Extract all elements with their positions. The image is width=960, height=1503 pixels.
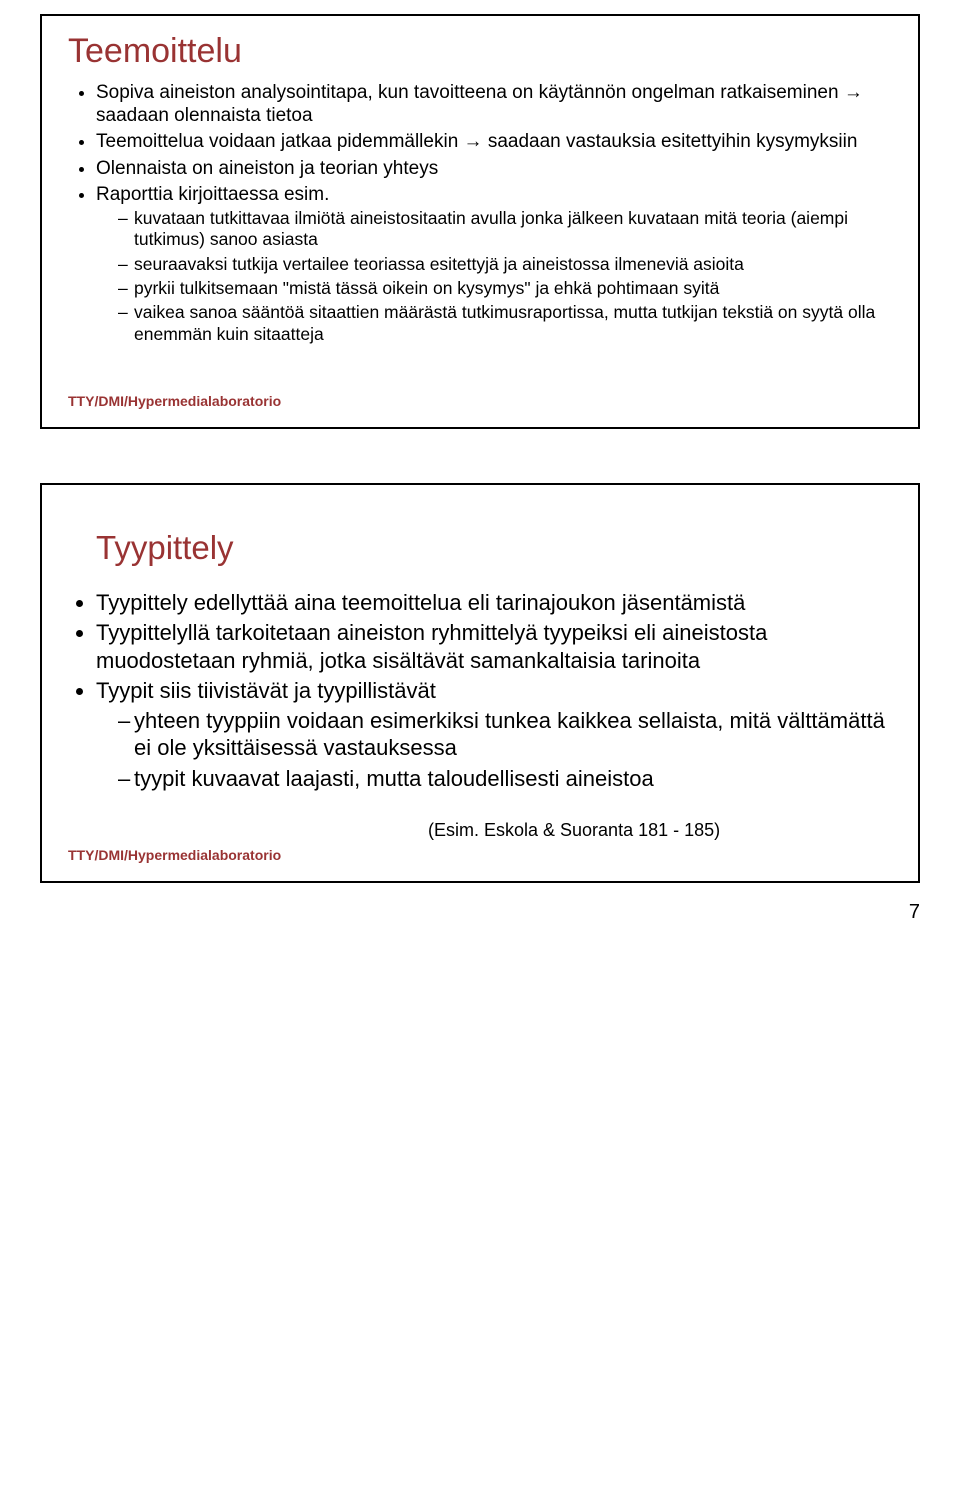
slide-title: Teemoittelu	[68, 32, 892, 71]
bullet-item: Tyypittely edellyttää aina teemoittelua …	[96, 589, 892, 617]
sub-bullet-item: tyypit kuvaavat laajasti, mutta taloudel…	[118, 765, 892, 793]
bullet-item: Tyypit siis tiivistävät ja tyypillistävä…	[96, 677, 892, 792]
slide-title: Tyypittely	[96, 529, 892, 567]
bullet-text: Tyypittelyllä tarkoitetaan aineiston ryh…	[96, 620, 767, 673]
bullet-text: saadaan olennaista tietoa	[96, 105, 313, 126]
slide-tyypittely: Tyypittely Tyypittely edellyttää aina te…	[40, 483, 920, 884]
arrow-icon: →	[844, 82, 863, 103]
arrow-icon: →	[464, 131, 483, 152]
bullet-text: Tyypittely edellyttää aina teemoittelua …	[96, 590, 745, 615]
bullet-item: Teemoittelua voidaan jatkaa pidemmälleki…	[96, 130, 892, 153]
sub-bullet-item: pyrkii tulkitsemaan "mistä tässä oikein …	[118, 278, 892, 299]
bullet-text: Olennaista on aineiston ja teorian yhtey…	[96, 158, 438, 179]
bullet-text: Teemoittelua voidaan jatkaa pidemmälleki…	[96, 131, 464, 152]
bullet-list: Tyypittely edellyttää aina teemoittelua …	[68, 589, 892, 793]
bullet-item: Olennaista on aineiston ja teorian yhtey…	[96, 157, 892, 180]
citation: (Esim. Eskola & Suoranta 181 - 185)	[428, 820, 892, 841]
slide-teemoittelu: Teemoittelu Sopiva aineiston analysointi…	[40, 14, 920, 429]
footer-label: TTY/DMI/Hypermedialaboratorio	[68, 847, 892, 863]
footer-label: TTY/DMI/Hypermedialaboratorio	[68, 393, 892, 409]
page-number: 7	[40, 901, 920, 924]
bullet-list: Sopiva aineiston analysointitapa, kun ta…	[68, 81, 892, 345]
bullet-item: Tyypittelyllä tarkoitetaan aineiston ryh…	[96, 619, 892, 674]
bullet-text: Sopiva aineiston analysointitapa, kun ta…	[96, 82, 844, 103]
sub-bullet-list: kuvataan tutkittavaa ilmiötä aineistosit…	[96, 208, 892, 345]
sub-bullet-list: yhteen tyyppiin voidaan esimerkiksi tunk…	[96, 707, 892, 793]
bullet-text: saadaan vastauksia esitettyihin kysymyks…	[483, 131, 858, 152]
sub-bullet-item: vaikea sanoa sääntöä sitaattien määrästä…	[118, 302, 892, 345]
bullet-item: Raporttia kirjoittaessa esim. kuvataan t…	[96, 183, 892, 345]
bullet-item: Sopiva aineiston analysointitapa, kun ta…	[96, 81, 892, 127]
bullet-text: Tyypit siis tiivistävät ja tyypillistävä…	[96, 678, 436, 703]
sub-bullet-item: yhteen tyyppiin voidaan esimerkiksi tunk…	[118, 707, 892, 762]
sub-bullet-item: kuvataan tutkittavaa ilmiötä aineistosit…	[118, 208, 892, 251]
sub-bullet-item: seuraavaksi tutkija vertailee teoriassa …	[118, 254, 892, 275]
bullet-text: Raporttia kirjoittaessa esim.	[96, 184, 329, 205]
